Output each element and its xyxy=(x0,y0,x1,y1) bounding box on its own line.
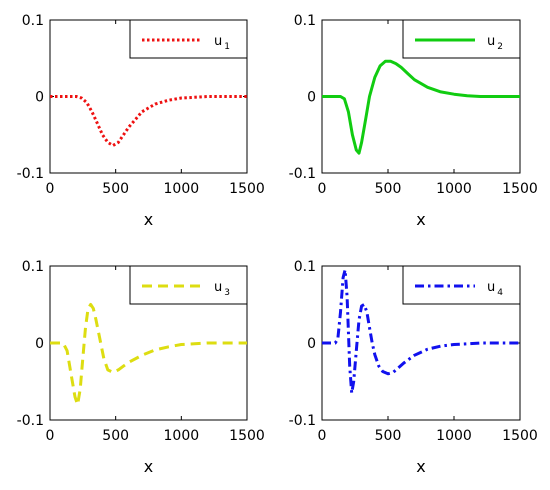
y-tick-label: -0.1 xyxy=(17,413,44,429)
x-tick-label: 500 xyxy=(102,428,129,444)
x-tick-label: 0 xyxy=(46,428,55,444)
y-tick-label: 0 xyxy=(307,336,316,352)
x-tick-label: 1000 xyxy=(164,428,200,444)
x-axis-label: x xyxy=(416,210,425,229)
x-tick-label: 1000 xyxy=(436,181,472,197)
y-tick-label: 0 xyxy=(35,336,44,352)
x-axis-label: x xyxy=(416,457,425,476)
y-tick-label: -0.1 xyxy=(17,166,44,182)
legend-label-subscript: 3 xyxy=(224,288,230,298)
y-tick-label: 0.1 xyxy=(294,13,316,29)
y-tick-label: 0 xyxy=(35,90,44,106)
legend-label-name: u xyxy=(487,34,495,49)
y-tick-label: 0.1 xyxy=(22,13,44,29)
x-tick-label: 0 xyxy=(318,428,327,444)
legend-label-name: u xyxy=(214,34,222,49)
y-tick-label: 0 xyxy=(307,90,316,106)
x-tick-label: 1500 xyxy=(502,181,538,197)
x-tick-label: 500 xyxy=(375,181,402,197)
y-tick-label: -0.1 xyxy=(289,413,316,429)
x-axis-label: x xyxy=(144,210,153,229)
series-line-u3 xyxy=(50,303,247,407)
legend-label-subscript: 4 xyxy=(497,288,503,298)
x-tick-label: 0 xyxy=(318,181,327,197)
x-tick-label: 1000 xyxy=(436,428,472,444)
x-tick-label: 0 xyxy=(46,181,55,197)
legend-label-name: u xyxy=(214,280,222,295)
x-tick-label: 1500 xyxy=(229,428,265,444)
x-tick-label: 500 xyxy=(102,181,129,197)
legend-label-subscript: 2 xyxy=(497,42,503,52)
series-line-u1 xyxy=(50,95,247,147)
y-tick-label: 0.1 xyxy=(22,259,44,275)
x-tick-label: 1000 xyxy=(164,181,200,197)
x-tick-label: 1500 xyxy=(229,181,265,197)
x-axis-label: x xyxy=(144,457,153,476)
legend-label-name: u xyxy=(487,280,495,295)
series-line-u2 xyxy=(322,59,520,155)
y-tick-label: 0.1 xyxy=(294,259,316,275)
x-tick-label: 1500 xyxy=(502,428,538,444)
y-tick-label: -0.1 xyxy=(289,166,316,182)
x-tick-label: 500 xyxy=(375,428,402,444)
legend-label-subscript: 1 xyxy=(224,42,230,52)
